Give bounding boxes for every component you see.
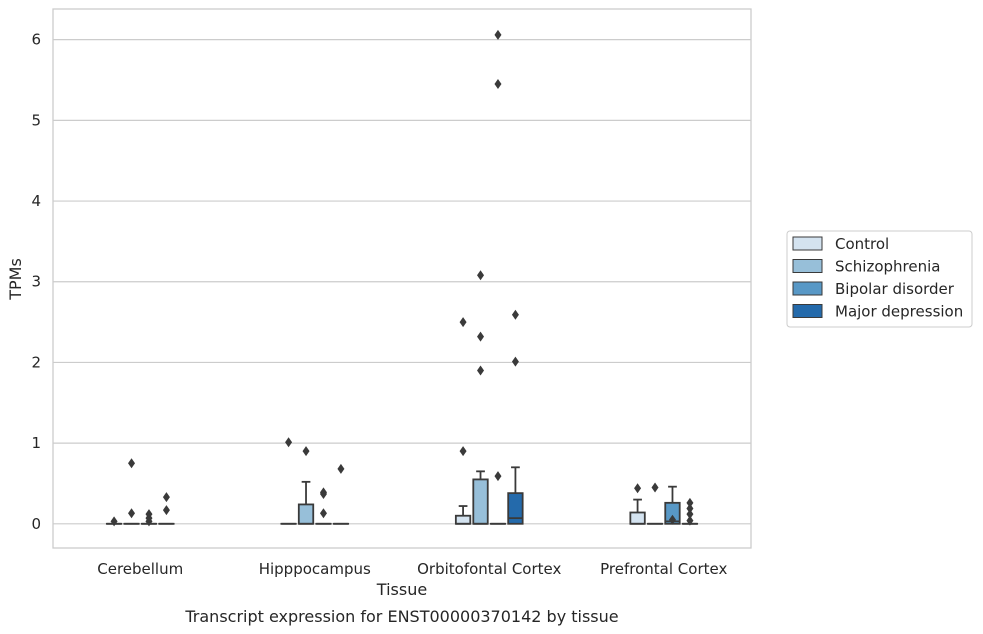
x-tick-labels: Cerebellum Hipppocampus Orbitofontal Corte… [97,560,727,578]
legend-label: Control [835,235,889,253]
outlier-point [686,509,694,520]
legend-swatch [792,236,823,251]
outlier-point [337,463,345,474]
y-tick-label: 0 [31,515,41,533]
y-tick-label: 4 [31,192,41,210]
outlier-point [668,514,676,525]
y-tick-label: 5 [31,111,41,129]
y-tick-labels: 0 1 2 3 4 5 6 [31,31,41,533]
box [297,503,315,525]
outlier-point [128,508,136,519]
outlier-point [302,446,310,457]
outliers [110,29,694,527]
box [507,492,524,525]
outlier-point [494,29,502,40]
box [454,514,472,525]
y-tick-label: 3 [31,273,41,291]
legend-swatch [792,259,823,273]
outlier-point [686,503,694,514]
chart-caption: Transcript expression for ENST0000037014… [184,607,618,626]
outlier-point [511,309,519,320]
box [472,478,489,525]
outlier-point [511,356,519,367]
legend-swatch [792,281,823,296]
outlier-point [686,515,694,526]
x-tick-label: Hipppocampus [259,560,371,578]
outlier-point [110,516,118,527]
legend-label: Schizophrenia [835,258,940,276]
y-tick-label: 2 [31,353,41,371]
y-axis-label: TPMs [6,258,25,301]
x-tick-label: Prefrontal Cortex [600,560,727,578]
legend: Control Schizophrenia Bipolar disorder Majo… [786,230,973,328]
outlier-point [459,317,467,328]
outlier-point [128,458,136,469]
outlier-point [494,471,502,482]
x-axis-label: Tissue [376,580,427,599]
y-tick-label: 1 [31,434,41,452]
x-tick-label: Orbitofontal Cortex [417,560,561,578]
outlier-point [285,437,293,448]
outlier-point [459,446,467,457]
legend-label: Bipolar disorder [835,280,955,298]
outlier-point [319,487,327,498]
outlier-point [477,270,485,281]
outlier-point [477,331,485,342]
plot-area-frame [52,8,752,549]
box [629,511,646,525]
boxes [105,466,699,525]
outlier-point [651,482,659,493]
outlier-point [145,509,153,520]
legend-label: Major depression [835,303,963,321]
outlier-point [494,79,502,90]
outlier-point [162,505,170,516]
outlier-point [634,483,642,494]
outlier-point [162,492,170,503]
outlier-point [477,365,485,376]
outlier-point [686,497,694,508]
x-tick-label: Cerebellum [97,560,183,578]
legend-frame [786,230,973,328]
legend-swatch [792,304,823,318]
grid-lines [53,39,751,525]
y-tick-label: 6 [31,31,41,49]
outlier-point [319,508,327,519]
